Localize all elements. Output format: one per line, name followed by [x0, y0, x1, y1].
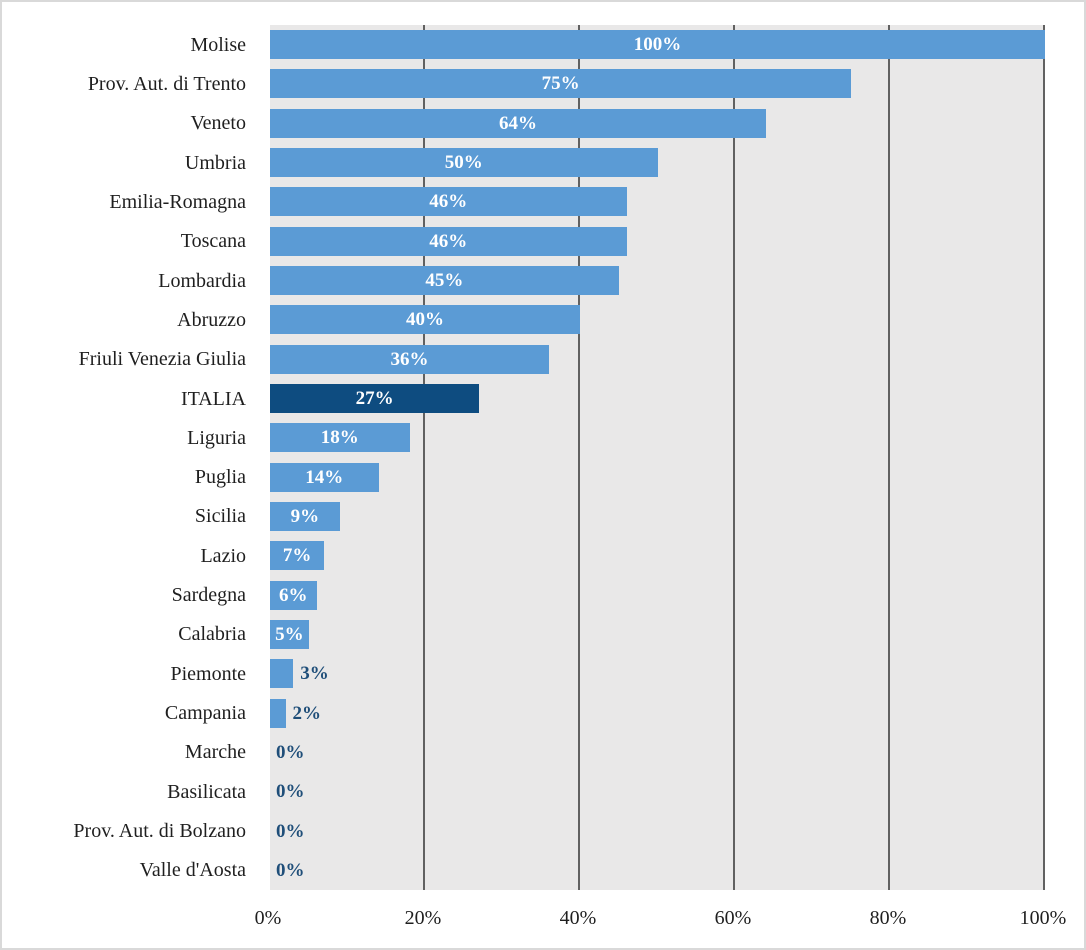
bar-lazio: [270, 541, 325, 571]
category-label-marche: Marche: [184, 741, 246, 764]
data-label-marche: 0%: [276, 741, 305, 763]
x-tick-0%: 0%: [254, 907, 282, 929]
bar-campania: [270, 698, 286, 728]
data-label-emilia-romagna: 46%: [429, 191, 468, 213]
data-label-sicilia: 9%: [290, 505, 320, 527]
category-label-liguria: Liguria: [187, 426, 246, 449]
data-label-italia: 27%: [355, 388, 394, 410]
data-label-liguria: 18%: [320, 427, 359, 449]
category-label-lazio: Lazio: [200, 544, 246, 567]
data-label-basilicata: 0%: [276, 781, 305, 803]
data-label-lazio: 7%: [282, 545, 312, 567]
bar-piemonte: [270, 659, 294, 689]
x-tick-40%: 40%: [559, 907, 597, 929]
bar-puglia: [270, 462, 379, 492]
bar-toscana: [270, 226, 627, 256]
category-label-italia: ITALIA: [180, 387, 246, 410]
x-axis: 0% 20% 40% 60% 80% 100%: [2, 902, 1084, 934]
data-label-piemonte: 3%: [300, 663, 329, 685]
data-label-veneto: 64%: [499, 112, 537, 134]
x-tick-100%: 100%: [1019, 907, 1067, 929]
data-label-toscana: 46%: [429, 230, 468, 252]
category-label-puglia: Puglia: [194, 466, 246, 489]
x-tick-20%: 20%: [404, 907, 442, 929]
bar-calabria: [270, 619, 309, 649]
category-label-lombardia: Lombardia: [158, 269, 246, 292]
data-label-lombardia: 45%: [425, 270, 464, 292]
x-tick-60%: 60%: [714, 907, 752, 929]
bar-friuli-venezia-giulia: [270, 344, 549, 374]
gridline-20%: [423, 25, 425, 890]
data-label-calabria: 5%: [275, 623, 304, 645]
bar-sicilia: [270, 501, 340, 531]
bar-umbria: [270, 148, 658, 178]
data-label-molise: 100%: [633, 34, 682, 56]
category-label-abruzzo: Abruzzo: [177, 308, 246, 331]
gridline-60%: [733, 25, 735, 890]
x-tick-80%: 80%: [869, 907, 907, 929]
bar-italia: [270, 384, 480, 414]
category-label-campania: Campania: [164, 702, 246, 725]
data-label-campania: 2%: [292, 702, 322, 724]
data-label-puglia: 14%: [305, 466, 344, 488]
category-label-sardegna: Sardegna: [171, 584, 246, 607]
data-label-abruzzo: 40%: [406, 309, 444, 331]
category-label-sicilia: Sicilia: [194, 505, 246, 528]
data-label-friuli-venezia-giulia: 36%: [390, 348, 429, 370]
bar-liguria: [270, 423, 410, 453]
data-label-prov-aut-di-trento: 75%: [541, 73, 580, 95]
gridline-100%: [1043, 25, 1045, 890]
category-label-prov-aut-di-trento: Prov. Aut. di Trento: [87, 72, 246, 95]
bar-lombardia: [270, 266, 619, 296]
category-label-molise: Molise: [190, 33, 246, 56]
bar-prov-aut-di-trento: [270, 69, 852, 99]
category-label-prov-aut-di-bolzano: Prov. Aut. di Bolzano: [73, 820, 246, 843]
category-label-toscana: Toscana: [180, 230, 246, 253]
category-label-basilicata: Basilicata: [167, 780, 246, 803]
data-label-valle-d-aosta: 0%: [276, 859, 305, 881]
data-label-prov-aut-di-bolzano: 0%: [276, 820, 305, 842]
category-label-veneto: Veneto: [190, 112, 246, 135]
bar-veneto: [270, 108, 766, 138]
bar-abruzzo: [270, 305, 580, 335]
data-label-sardegna: 6%: [279, 584, 308, 606]
category-label-umbria: Umbria: [184, 151, 246, 174]
bar-emilia-romagna: [270, 187, 627, 217]
category-label-valle-d-aosta: Valle d'Aosta: [139, 859, 246, 882]
category-label-friuli-venezia-giulia: Friuli Venezia Giulia: [78, 348, 246, 371]
category-label-emilia-romagna: Emilia-Romagna: [109, 190, 246, 213]
bar-sardegna: [270, 580, 317, 610]
category-label-piemonte: Piemonte: [170, 662, 246, 685]
gridline-80%: [888, 25, 890, 890]
gridline-40%: [578, 25, 580, 890]
bar-molise: [270, 30, 1045, 60]
data-label-umbria: 50%: [444, 152, 483, 174]
category-label-calabria: Calabria: [178, 623, 246, 646]
plot-area: 100% 75% 64% 50% 46% 46% 45% 40% 36% 27% 18% 14% 9% 7…: [270, 25, 1045, 890]
